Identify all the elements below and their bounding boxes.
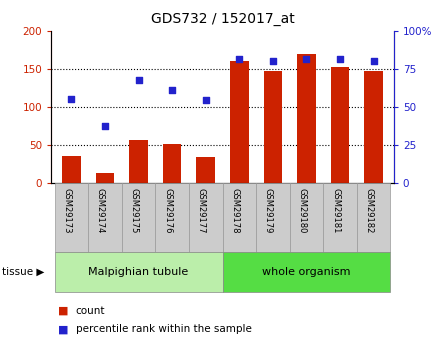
Point bbox=[336, 56, 344, 62]
Point bbox=[135, 78, 142, 83]
Text: GSM29176: GSM29176 bbox=[163, 188, 172, 233]
Bar bbox=[230, 61, 249, 183]
Bar bbox=[263, 70, 282, 183]
Point bbox=[169, 88, 176, 93]
Text: ■: ■ bbox=[58, 306, 69, 315]
Bar bbox=[55, 183, 88, 252]
Point bbox=[202, 97, 209, 103]
Text: tissue ▶: tissue ▶ bbox=[2, 267, 44, 277]
Point bbox=[236, 56, 243, 62]
Bar bbox=[55, 252, 222, 292]
Text: count: count bbox=[76, 306, 105, 315]
Bar bbox=[96, 173, 114, 183]
Bar bbox=[364, 70, 383, 183]
Bar bbox=[290, 183, 323, 252]
Text: GSM29180: GSM29180 bbox=[298, 188, 307, 233]
Bar bbox=[88, 183, 122, 252]
Point bbox=[370, 59, 377, 64]
Text: ■: ■ bbox=[58, 325, 69, 334]
Text: GSM29174: GSM29174 bbox=[96, 188, 105, 233]
Bar bbox=[129, 140, 148, 183]
Bar bbox=[62, 156, 81, 183]
Bar bbox=[222, 183, 256, 252]
Bar bbox=[189, 183, 222, 252]
Text: GSM29177: GSM29177 bbox=[197, 188, 206, 233]
Bar bbox=[331, 68, 349, 183]
Text: GSM29175: GSM29175 bbox=[129, 188, 138, 233]
Text: GSM29182: GSM29182 bbox=[364, 188, 374, 233]
Bar bbox=[196, 157, 215, 183]
Text: percentile rank within the sample: percentile rank within the sample bbox=[76, 325, 251, 334]
Bar bbox=[122, 183, 155, 252]
Bar bbox=[323, 183, 357, 252]
Text: whole organism: whole organism bbox=[262, 267, 351, 277]
Bar bbox=[163, 144, 182, 183]
Bar bbox=[357, 183, 390, 252]
Text: GSM29173: GSM29173 bbox=[62, 188, 71, 233]
Point bbox=[101, 123, 109, 129]
Bar bbox=[155, 183, 189, 252]
Bar bbox=[222, 252, 390, 292]
Point bbox=[269, 59, 276, 64]
Point bbox=[68, 97, 75, 102]
Bar bbox=[297, 54, 316, 183]
Text: GSM29181: GSM29181 bbox=[331, 188, 340, 233]
Text: Malpighian tubule: Malpighian tubule bbox=[89, 267, 189, 277]
Text: GSM29178: GSM29178 bbox=[231, 188, 239, 233]
Point bbox=[303, 56, 310, 62]
Bar bbox=[256, 183, 290, 252]
Text: GDS732 / 152017_at: GDS732 / 152017_at bbox=[150, 12, 295, 26]
Text: GSM29179: GSM29179 bbox=[264, 188, 273, 233]
